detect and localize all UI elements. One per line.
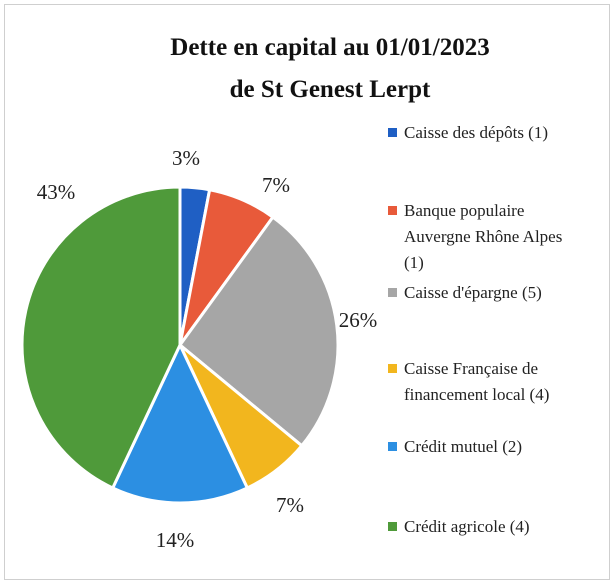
legend-swatch (388, 442, 397, 451)
legend-item: Crédit agricole (4) (388, 514, 598, 540)
data-label: 3% (172, 146, 200, 170)
chart-title: Dette en capital au 01/01/2023 (170, 34, 489, 61)
legend-label: Banque populaire Auvergne Rhône Alpes (1… (404, 201, 563, 272)
legend-label: Crédit agricole (4) (404, 517, 530, 536)
legend-swatch (388, 288, 397, 297)
data-label: 26% (339, 308, 378, 332)
legend-swatch (388, 522, 397, 531)
legend-swatch (388, 206, 397, 215)
data-label: 14% (156, 528, 195, 552)
legend-swatch (388, 364, 397, 373)
data-label: 7% (276, 493, 304, 517)
legend-item: Caisse d'épargne (5) (388, 280, 598, 306)
pie-slice (20, 185, 182, 490)
data-label: 7% (262, 173, 290, 197)
legend-item: Caisse des dépôts (1) (388, 120, 598, 146)
legend-label: Caisse d'épargne (5) (404, 283, 542, 302)
legend-item: Caisse Française de financement local (4… (388, 356, 598, 408)
legend-item: Crédit mutuel (2) (388, 434, 598, 460)
legend-swatch (388, 128, 397, 137)
data-label: 43% (37, 180, 76, 204)
pie-slice (110, 341, 250, 505)
legend-label: Caisse Française de financement local (4… (404, 359, 550, 404)
legend-label: Caisse des dépôts (1) (404, 123, 549, 142)
pie-slice (177, 215, 340, 448)
legend-item: Banque populaire Auvergne Rhône Alpes (1… (388, 198, 598, 276)
legend-label: Crédit mutuel (2) (404, 437, 523, 456)
chart-title: de St Genest Lerpt (230, 76, 431, 103)
